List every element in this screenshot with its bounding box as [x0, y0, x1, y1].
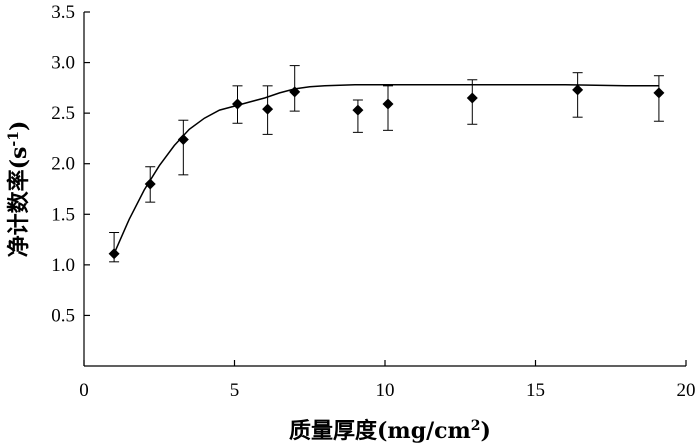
data-point	[289, 86, 301, 98]
data-point	[572, 84, 584, 96]
x-tick-label: 0	[79, 380, 89, 401]
fit-curve	[113, 84, 659, 255]
x-axis-title-close: )	[481, 418, 491, 444]
data-point	[262, 103, 274, 115]
x-tick-label: 10	[376, 380, 395, 401]
y-tick-label: 1.0	[51, 255, 75, 276]
y-axis-title-superscript: -1	[6, 131, 22, 147]
data-points-layer	[108, 84, 665, 260]
x-tick-label: 20	[677, 380, 696, 401]
data-point	[653, 87, 665, 99]
x-tick-label: 15	[526, 380, 545, 401]
data-point	[108, 248, 120, 260]
fit-curve-layer	[113, 84, 659, 255]
x-axis-title-main: 质量厚度(mg/cm	[289, 418, 471, 444]
axes	[83, 12, 686, 367]
y-tick-label: 2.5	[51, 103, 75, 124]
error-bar	[653, 75, 664, 122]
error-bars-layer	[109, 65, 664, 263]
data-point	[232, 98, 244, 110]
axis-tick-labels: 0 5 10 15 20 0.5 1.0 1.5 2.0 2.5 3.0 3.5	[51, 2, 695, 401]
data-point	[466, 92, 478, 104]
y-tick-label: 0.5	[51, 305, 75, 326]
y-tick-label: 3.0	[51, 53, 75, 74]
y-axis-title: 净计数率(s-1)	[6, 121, 32, 258]
x-axis-title: 质量厚度(mg/cm2)	[289, 418, 491, 444]
axis-ticks	[83, 11, 687, 366]
y-tick-label: 2.0	[51, 154, 75, 175]
data-point	[352, 104, 364, 116]
data-point	[144, 178, 156, 190]
y-axis-title-close: )	[6, 121, 32, 131]
data-point	[382, 98, 394, 110]
data-point	[177, 133, 189, 145]
x-tick-label: 5	[230, 380, 240, 401]
error-bar	[178, 119, 189, 176]
y-axis-title-main: 净计数率(s	[6, 147, 32, 258]
y-tick-label: 3.5	[51, 2, 75, 23]
x-axis-title-superscript: 2	[471, 418, 481, 434]
y-tick-label: 1.5	[51, 204, 75, 225]
